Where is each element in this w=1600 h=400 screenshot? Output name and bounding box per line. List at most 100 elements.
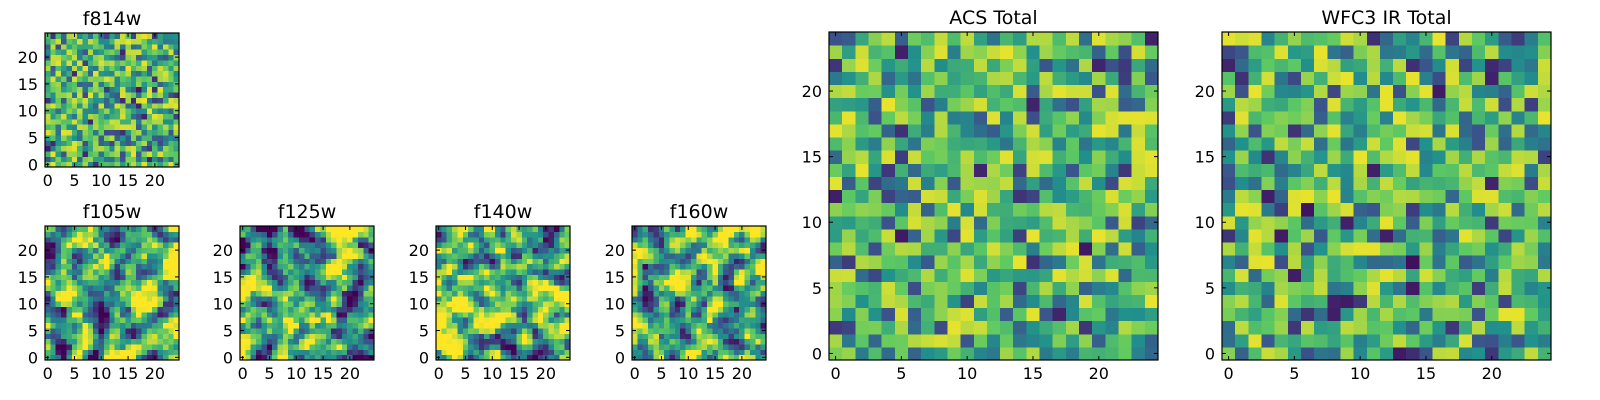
heatmap-cell xyxy=(125,338,132,345)
heatmap-cell xyxy=(341,268,348,275)
heatmap-cell xyxy=(696,236,703,243)
heatmap-cell xyxy=(511,333,517,340)
heatmap-cell xyxy=(669,322,676,329)
heatmap-cell xyxy=(93,156,100,163)
heatmap-cell xyxy=(1039,333,1054,348)
heatmap-cell xyxy=(1131,255,1146,269)
heatmap-cell xyxy=(1013,136,1027,151)
heatmap-cell xyxy=(1353,268,1368,282)
heatmap-cell xyxy=(1498,97,1513,112)
heatmap-cell xyxy=(120,354,126,361)
heatmap-cell xyxy=(842,97,856,112)
heatmap-cell xyxy=(1327,163,1342,177)
heatmap-cell xyxy=(1379,294,1394,309)
heatmap-cell xyxy=(921,307,935,322)
heatmap-cell xyxy=(93,290,100,297)
heatmap-cell xyxy=(109,86,116,93)
heatmap-cell xyxy=(130,349,137,356)
heatmap-cell xyxy=(462,322,469,329)
heatmap-cell xyxy=(744,354,751,361)
heatmap-cell xyxy=(77,242,84,249)
heatmap-cell xyxy=(98,242,105,249)
heatmap-cell xyxy=(298,290,305,297)
heatmap-cell xyxy=(304,301,311,307)
heatmap-cell xyxy=(1314,281,1328,295)
heatmap-cell xyxy=(1013,58,1027,72)
heatmap-cell xyxy=(728,226,735,232)
heatmap-cell xyxy=(1419,32,1434,46)
heatmap-cell xyxy=(98,108,105,114)
heatmap-cell xyxy=(494,306,501,313)
heatmap-cell xyxy=(1013,333,1027,348)
heatmap-cell xyxy=(553,263,560,270)
heatmap-cell xyxy=(653,258,660,265)
heatmap-cell xyxy=(66,284,73,291)
heatmap-cell xyxy=(66,54,73,61)
heatmap-cell xyxy=(341,317,348,324)
heatmap-cell xyxy=(712,279,719,286)
heatmap-cell xyxy=(336,252,343,259)
heatmap-cell xyxy=(66,338,73,345)
heatmap-cell xyxy=(1248,71,1263,86)
heatmap-cell xyxy=(103,274,110,281)
heatmap-cell xyxy=(245,327,252,334)
heatmap-cell xyxy=(1039,189,1054,204)
heatmap-cell xyxy=(282,349,289,356)
heatmap-cell xyxy=(146,306,153,313)
heatmap-cell xyxy=(1065,84,1080,99)
heatmap-cell xyxy=(162,70,169,77)
heatmap-cell xyxy=(1432,176,1447,191)
heatmap-cell xyxy=(894,189,909,204)
x-tick-label: 5 xyxy=(896,364,906,383)
heatmap-cell xyxy=(77,140,84,147)
heatmap-cell xyxy=(1327,176,1342,191)
heatmap-cell xyxy=(728,263,735,270)
heatmap-cell xyxy=(309,311,316,318)
heatmap-cell xyxy=(141,70,148,77)
heatmap-cell xyxy=(87,49,94,56)
heatmap-cell xyxy=(1079,71,1093,86)
heatmap-cell xyxy=(1537,84,1552,99)
heatmap-cell xyxy=(723,247,730,254)
heatmap-cell xyxy=(516,311,523,318)
heatmap-cell xyxy=(894,241,909,256)
heatmap-cell xyxy=(881,163,896,177)
heatmap-cell xyxy=(921,202,935,217)
heatmap-cell xyxy=(331,290,338,297)
heatmap-cell xyxy=(125,295,132,302)
heatmap-cell xyxy=(680,295,687,302)
heatmap-cell xyxy=(336,311,343,318)
heatmap-cell xyxy=(696,349,703,356)
heatmap-cell xyxy=(1445,32,1460,46)
heatmap-cell xyxy=(881,150,896,164)
heatmap-cell xyxy=(103,317,110,324)
heatmap-cell xyxy=(1445,189,1460,204)
heatmap-cell xyxy=(701,301,708,307)
heatmap-cell xyxy=(304,317,311,324)
heatmap-cell xyxy=(1079,202,1093,217)
heatmap-cell xyxy=(103,161,110,168)
heatmap-cell xyxy=(162,81,169,88)
heatmap-cell xyxy=(1340,97,1355,112)
heatmap-cell xyxy=(728,295,735,302)
heatmap-cell xyxy=(250,268,257,275)
heatmap-cell xyxy=(457,268,464,275)
heatmap-cell xyxy=(986,32,1001,46)
heatmap-cell xyxy=(1472,228,1486,243)
heatmap-cell xyxy=(658,301,665,307)
heatmap-cell xyxy=(1379,45,1394,59)
heatmap-cell xyxy=(548,327,555,334)
heatmap-cell xyxy=(173,263,180,270)
heatmap-cell xyxy=(680,333,687,340)
heatmap-cell xyxy=(157,161,164,168)
heatmap-cell xyxy=(881,84,896,99)
heatmap-cell xyxy=(157,343,164,350)
heatmap-cell xyxy=(690,236,697,243)
heatmap-cell xyxy=(696,333,703,340)
heatmap-cell xyxy=(98,322,105,329)
heatmap-cell xyxy=(141,86,148,93)
heatmap-cell xyxy=(298,338,305,345)
heatmap-cell xyxy=(642,327,649,334)
